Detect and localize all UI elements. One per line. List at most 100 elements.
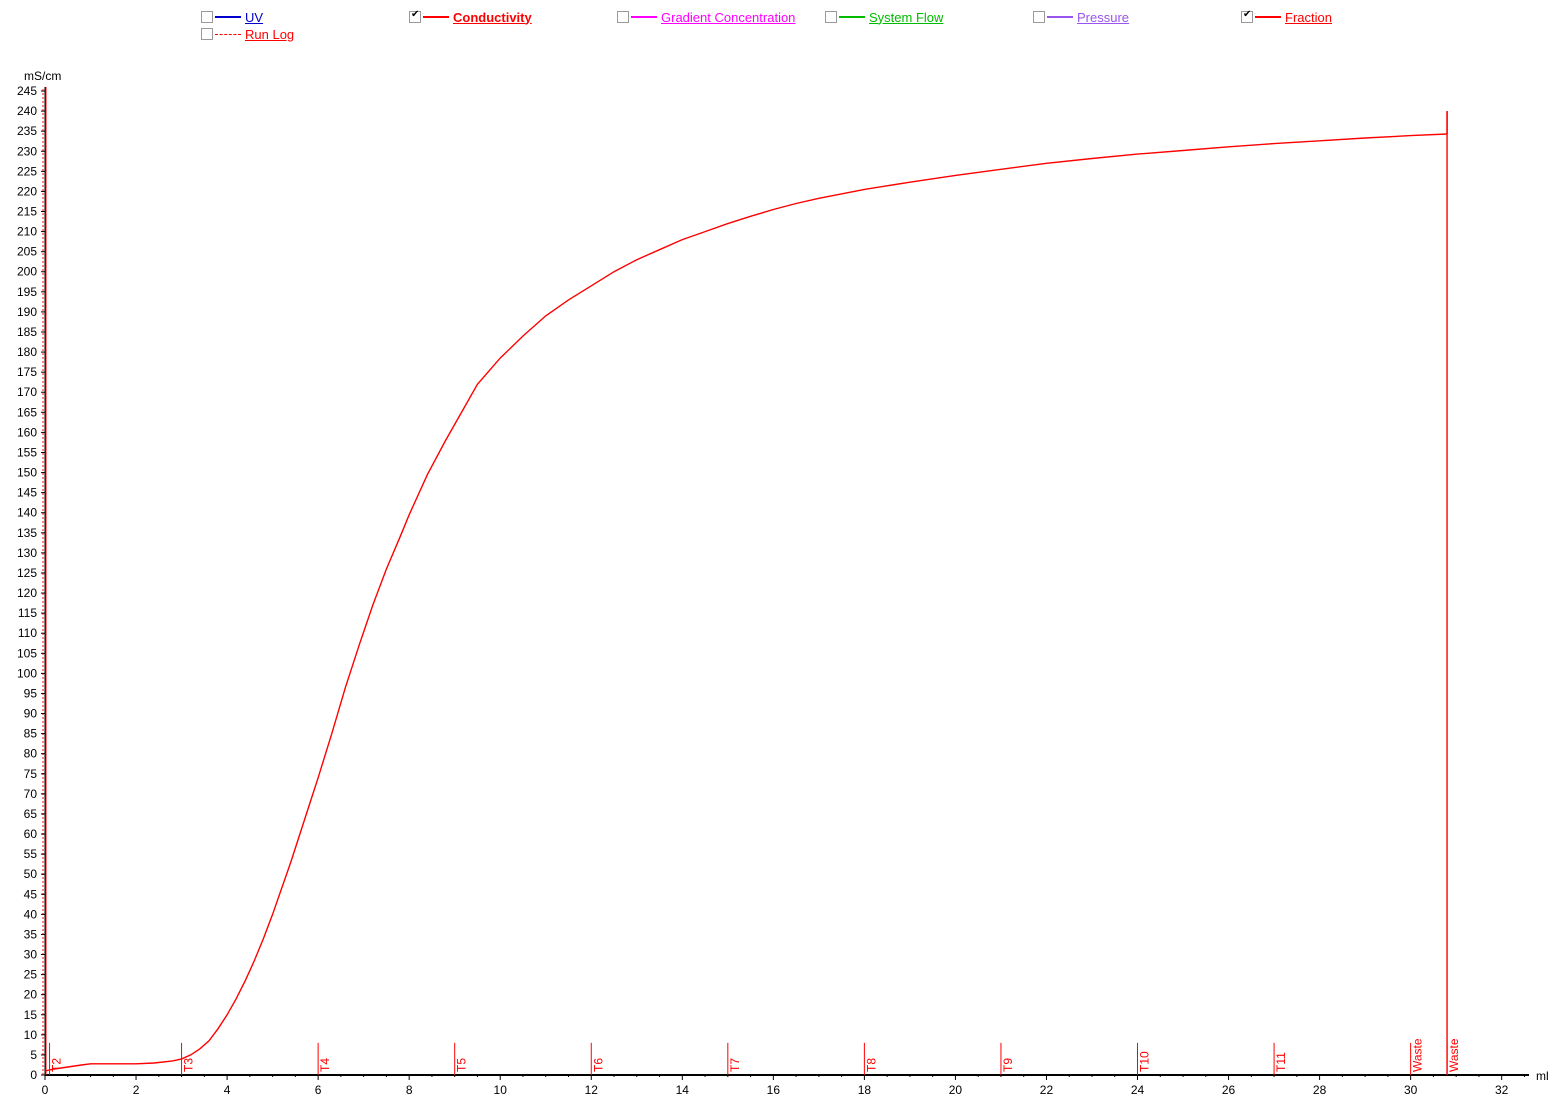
system-flow-line-swatch xyxy=(839,16,865,18)
gradient-concentration-line-swatch xyxy=(631,16,657,18)
y-tick-label: 15 xyxy=(24,1008,38,1022)
fraction-markers: T2 T3 T4 T5 T6 T7 T8 T9 T10 T11 Waste Waste xyxy=(49,1038,1461,1075)
y-tick-label: 200 xyxy=(17,265,37,279)
legend-item-gradient-concentration[interactable]: Gradient Concentration xyxy=(617,9,795,25)
fraction-marker-label: Waste xyxy=(1411,1038,1425,1072)
fraction-marker-label: T11 xyxy=(1274,1052,1288,1072)
x-tick-label: 8 xyxy=(406,1083,413,1097)
fraction-marker-label: T4 xyxy=(318,1058,332,1072)
pressure-label[interactable]: Pressure xyxy=(1077,9,1130,25)
series-layer xyxy=(44,111,1448,1075)
fraction-marker-label: T8 xyxy=(864,1058,878,1072)
system-flow-label[interactable]: System Flow xyxy=(869,9,944,25)
x-tick-label: 20 xyxy=(949,1083,963,1097)
x-tick-label: 26 xyxy=(1222,1083,1236,1097)
legend-item-conductivity[interactable]: Conductivity xyxy=(409,9,532,25)
x-tick-label: 22 xyxy=(1040,1083,1054,1097)
y-tick-label: 110 xyxy=(18,626,37,640)
y-tick-label: 85 xyxy=(24,727,38,741)
x-tick-label: 18 xyxy=(858,1083,872,1097)
y-tick-label: 80 xyxy=(24,747,38,761)
y-tick-label: 75 xyxy=(24,767,38,781)
x-tick-label: 14 xyxy=(676,1083,690,1097)
y-tick-label: 205 xyxy=(17,245,37,259)
gradient-concentration-checkbox[interactable] xyxy=(617,11,629,23)
legend-item-uv[interactable]: UV xyxy=(201,9,263,25)
fraction-label[interactable]: Fraction xyxy=(1285,9,1332,25)
y-tick-label: 230 xyxy=(17,144,37,158)
gradient-concentration-label[interactable]: Gradient Concentration xyxy=(661,9,796,25)
x-tick-label: 4 xyxy=(224,1083,231,1097)
y-tick-label: 95 xyxy=(24,686,38,700)
uv-label[interactable]: UV xyxy=(245,9,264,25)
y-tick-label: 225 xyxy=(17,164,37,178)
pressure-line-swatch xyxy=(1047,16,1073,18)
x-tick-label: 24 xyxy=(1131,1083,1145,1097)
uv-line-swatch xyxy=(215,16,241,18)
y-tick-label: 125 xyxy=(17,566,37,580)
system-flow-checkbox[interactable] xyxy=(825,11,837,23)
y-tick-label: 220 xyxy=(17,184,37,198)
pressure-checkbox[interactable] xyxy=(1033,11,1045,23)
conductivity-line xyxy=(44,133,1448,1072)
y-tick-label: 140 xyxy=(17,506,37,520)
y-tick-label: 65 xyxy=(24,807,38,821)
y-tick-label: 165 xyxy=(17,405,37,419)
x-tick-label: 12 xyxy=(585,1083,599,1097)
y-tick-label: 90 xyxy=(24,707,38,721)
x-tick-label: 16 xyxy=(767,1083,781,1097)
y-tick-label: 55 xyxy=(24,847,38,861)
fraction-marker-label: Waste xyxy=(1447,1038,1461,1072)
run-log-checkbox[interactable] xyxy=(201,28,213,40)
conductivity-checkbox[interactable] xyxy=(409,9,421,23)
x-tick-label: 28 xyxy=(1313,1083,1327,1097)
y-tick-label: 155 xyxy=(17,445,37,459)
run-log-line-swatch xyxy=(215,33,241,35)
legend-item-fraction[interactable]: Fraction xyxy=(1241,9,1332,25)
legend-item-pressure[interactable]: Pressure xyxy=(1033,9,1129,25)
y-tick-label: 115 xyxy=(18,606,37,620)
y-tick-label: 25 xyxy=(24,968,38,982)
y-tick-label: 175 xyxy=(17,365,37,379)
conductivity-label[interactable]: Conductivity xyxy=(453,9,532,25)
fraction-marker-label: T10 xyxy=(1138,1051,1152,1072)
x-tick-label: 10 xyxy=(494,1083,508,1097)
run-log-label[interactable]: Run Log xyxy=(245,26,295,42)
x-tick-label: 32 xyxy=(1495,1083,1509,1097)
y-tick-label: 145 xyxy=(17,486,37,500)
y-tick-label: 180 xyxy=(17,345,37,359)
y-tick-label: 70 xyxy=(24,787,38,801)
conductivity-line-swatch xyxy=(423,16,449,18)
legend-item-system-flow[interactable]: System Flow xyxy=(825,9,943,25)
y-tick-label: 235 xyxy=(17,124,37,138)
y-tick-label: 0 xyxy=(30,1068,37,1082)
y-tick-label: 190 xyxy=(17,305,37,319)
y-tick-label: 35 xyxy=(24,927,38,941)
axes: 0510152025303540455055606570758085909510… xyxy=(17,84,1529,1097)
uv-checkbox[interactable] xyxy=(201,11,213,23)
y-tick-label: 20 xyxy=(24,988,38,1002)
y-tick-label: 170 xyxy=(17,385,37,399)
y-tick-label: 5 xyxy=(30,1048,37,1062)
y-tick-label: 105 xyxy=(17,646,37,660)
y-tick-label: 130 xyxy=(17,546,37,560)
y-tick-label: 100 xyxy=(17,666,37,680)
fraction-checkbox[interactable] xyxy=(1241,9,1253,23)
y-tick-label: 135 xyxy=(17,526,37,540)
fraction-marker-label: T5 xyxy=(455,1058,469,1072)
y-tick-label: 150 xyxy=(17,466,37,480)
y-tick-label: 30 xyxy=(24,948,38,962)
x-tick-label: 0 xyxy=(42,1083,49,1097)
x-tick-label: 6 xyxy=(315,1083,322,1097)
y-tick-label: 45 xyxy=(24,887,38,901)
legend-item-run-log[interactable]: Run Log xyxy=(201,26,294,42)
x-tick-label: 30 xyxy=(1404,1083,1418,1097)
x-tick-label: 2 xyxy=(133,1083,140,1097)
fraction-marker-label: T3 xyxy=(182,1058,196,1072)
y-tick-label: 50 xyxy=(24,867,38,881)
y-tick-label: 120 xyxy=(17,586,37,600)
y-tick-label: 40 xyxy=(24,907,38,921)
y-tick-label: 215 xyxy=(17,205,37,219)
fraction-marker-label: T7 xyxy=(728,1058,742,1072)
